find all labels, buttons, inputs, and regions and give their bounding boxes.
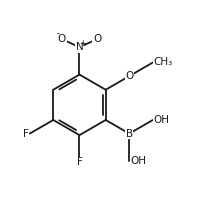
- Text: O: O: [125, 71, 133, 81]
- Text: F: F: [77, 157, 82, 167]
- Text: OH: OH: [130, 156, 146, 166]
- Text: B: B: [126, 129, 133, 139]
- Text: O: O: [58, 34, 66, 44]
- Text: F: F: [23, 129, 29, 139]
- Text: -: -: [57, 29, 60, 38]
- Text: OH: OH: [154, 115, 170, 125]
- Text: N: N: [76, 42, 83, 52]
- Text: O: O: [93, 34, 101, 44]
- Text: CH₃: CH₃: [154, 57, 173, 68]
- Text: +: +: [80, 39, 87, 48]
